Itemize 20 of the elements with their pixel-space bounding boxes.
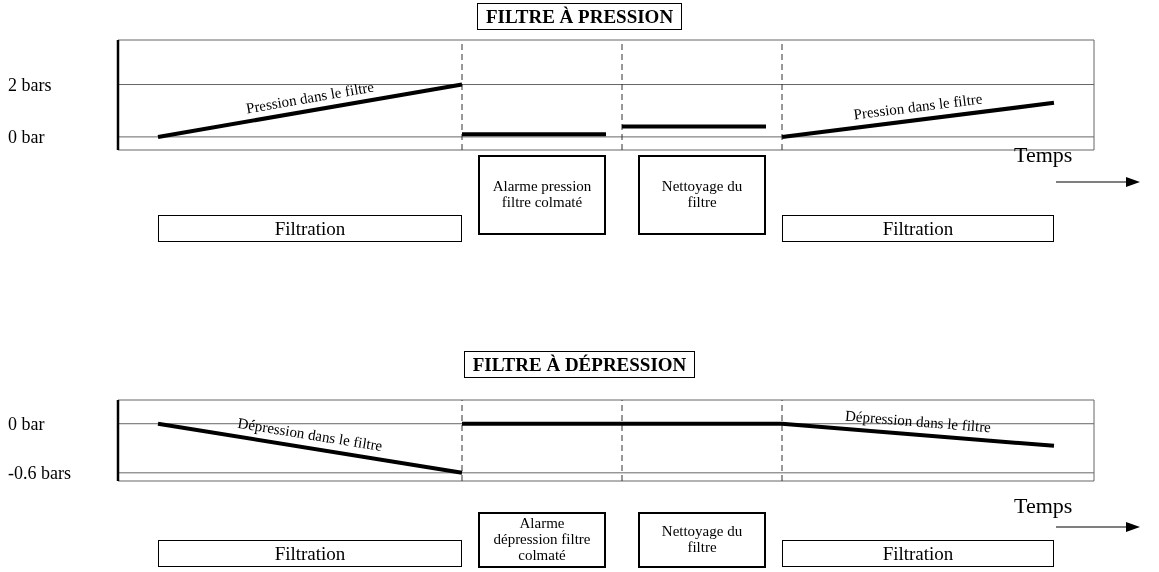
y-tick-label: 2 bars [8,74,52,95]
y-tick-label: 0 bar [8,414,45,435]
text: Filtration [158,215,462,242]
text: Filtration [782,215,1054,242]
annotation: Pression dans le filtre [852,90,984,124]
text: Alarme pression filtre colmaté [478,155,606,235]
text: Alarme dépression filtre colmaté [478,512,606,568]
chart-title: FILTRE À PRESSION [476,3,683,30]
text: Filtration [158,540,462,567]
y-tick-label: 0 bar [8,127,45,148]
annotation: Dépression dans le filtre [236,415,384,456]
annotation: Dépression dans le filtre [844,407,992,437]
text: Nettoyage du filtre [638,512,766,568]
chart-title: FILTRE À DÉPRESSION [463,351,696,378]
text: Filtration [782,540,1054,567]
y-tick-label: -0.6 bars [8,463,71,484]
text: Nettoyage du filtre [638,155,766,235]
annotation: Temps [1014,142,1073,168]
text: Temps [1014,493,1073,519]
annotation: Pression dans le filtre [244,78,376,118]
